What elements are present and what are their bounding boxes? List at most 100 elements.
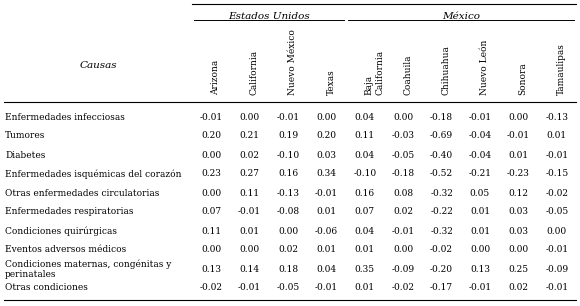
Text: -0.20: -0.20 bbox=[430, 264, 453, 274]
Text: Nuevo México: Nuevo México bbox=[288, 29, 297, 95]
Text: 0.00: 0.00 bbox=[508, 113, 528, 121]
Text: Tamaulipas: Tamaulipas bbox=[557, 43, 566, 95]
Text: -0.10: -0.10 bbox=[353, 170, 376, 178]
Text: 0.01: 0.01 bbox=[355, 245, 375, 255]
Text: -0.21: -0.21 bbox=[469, 170, 491, 178]
Text: 0.34: 0.34 bbox=[317, 170, 336, 178]
Text: 0.00: 0.00 bbox=[316, 113, 336, 121]
Text: 0.00: 0.00 bbox=[240, 245, 260, 255]
Text: -0.17: -0.17 bbox=[430, 283, 453, 293]
Text: 0.01: 0.01 bbox=[547, 132, 567, 140]
Text: Chihuahua: Chihuahua bbox=[441, 45, 451, 95]
Text: -0.01: -0.01 bbox=[507, 132, 530, 140]
Text: -0.40: -0.40 bbox=[430, 151, 453, 159]
Text: 0.13: 0.13 bbox=[201, 264, 221, 274]
Text: -0.05: -0.05 bbox=[545, 207, 568, 217]
Text: 0.11: 0.11 bbox=[201, 226, 221, 236]
Text: 0.23: 0.23 bbox=[201, 170, 221, 178]
Text: 0.00: 0.00 bbox=[240, 113, 260, 121]
Text: -0.02: -0.02 bbox=[545, 188, 568, 197]
Text: -0.18: -0.18 bbox=[392, 170, 415, 178]
Text: 0.00: 0.00 bbox=[201, 245, 221, 255]
Text: -0.18: -0.18 bbox=[430, 113, 453, 121]
Text: 0.03: 0.03 bbox=[509, 207, 528, 217]
Text: 0.19: 0.19 bbox=[278, 132, 298, 140]
Text: -0.06: -0.06 bbox=[315, 226, 338, 236]
Text: Otras condiciones: Otras condiciones bbox=[5, 283, 88, 293]
Text: -0.01: -0.01 bbox=[469, 283, 492, 293]
Text: 0.02: 0.02 bbox=[240, 151, 260, 159]
Text: 0.04: 0.04 bbox=[355, 113, 375, 121]
Text: 0.03: 0.03 bbox=[509, 226, 528, 236]
Text: Otras enfermedades circulatorias: Otras enfermedades circulatorias bbox=[5, 188, 160, 197]
Text: -0.01: -0.01 bbox=[392, 226, 415, 236]
Text: Texas: Texas bbox=[327, 69, 335, 95]
Text: 0.07: 0.07 bbox=[201, 207, 221, 217]
Text: -0.01: -0.01 bbox=[545, 151, 568, 159]
Text: -0.03: -0.03 bbox=[392, 132, 415, 140]
Text: 0.04: 0.04 bbox=[355, 226, 375, 236]
Text: -0.02: -0.02 bbox=[392, 283, 415, 293]
Text: -0.32: -0.32 bbox=[430, 226, 453, 236]
Text: -0.22: -0.22 bbox=[430, 207, 453, 217]
Text: 0.01: 0.01 bbox=[316, 207, 336, 217]
Text: Condiciones maternas, congénitas y
perinatales: Condiciones maternas, congénitas y perin… bbox=[5, 259, 171, 279]
Text: 0.01: 0.01 bbox=[240, 226, 260, 236]
Text: 0.12: 0.12 bbox=[509, 188, 528, 197]
Text: 0.00: 0.00 bbox=[201, 151, 221, 159]
Text: 0.04: 0.04 bbox=[355, 151, 375, 159]
Text: 0.20: 0.20 bbox=[201, 132, 221, 140]
Text: -0.01: -0.01 bbox=[238, 283, 261, 293]
Text: -0.05: -0.05 bbox=[277, 283, 300, 293]
Text: 0.16: 0.16 bbox=[355, 188, 375, 197]
Text: -0.02: -0.02 bbox=[430, 245, 453, 255]
Text: 0.00: 0.00 bbox=[278, 226, 298, 236]
Text: Sonora: Sonora bbox=[519, 62, 527, 95]
Text: -0.15: -0.15 bbox=[545, 170, 568, 178]
Text: México: México bbox=[442, 12, 480, 21]
Text: 0.05: 0.05 bbox=[470, 188, 490, 197]
Text: 0.00: 0.00 bbox=[201, 188, 221, 197]
Text: Eventos adversos médicos: Eventos adversos médicos bbox=[5, 245, 126, 255]
Text: Causas: Causas bbox=[79, 62, 117, 70]
Text: -0.02: -0.02 bbox=[200, 283, 223, 293]
Text: -0.01: -0.01 bbox=[200, 113, 223, 121]
Text: 0.01: 0.01 bbox=[355, 283, 375, 293]
Text: -0.04: -0.04 bbox=[469, 151, 492, 159]
Text: Tumores: Tumores bbox=[5, 132, 45, 140]
Text: 0.11: 0.11 bbox=[355, 132, 375, 140]
Text: -0.01: -0.01 bbox=[545, 283, 568, 293]
Text: -0.01: -0.01 bbox=[545, 245, 568, 255]
Text: -0.69: -0.69 bbox=[430, 132, 453, 140]
Text: 0.16: 0.16 bbox=[278, 170, 298, 178]
Text: -0.09: -0.09 bbox=[392, 264, 415, 274]
Text: Condiciones quirúrgicas: Condiciones quirúrgicas bbox=[5, 226, 117, 236]
Text: 0.35: 0.35 bbox=[355, 264, 375, 274]
Text: 0.07: 0.07 bbox=[355, 207, 375, 217]
Text: -0.01: -0.01 bbox=[469, 113, 492, 121]
Text: 0.08: 0.08 bbox=[393, 188, 414, 197]
Text: -0.23: -0.23 bbox=[507, 170, 530, 178]
Text: Estados Unidos: Estados Unidos bbox=[228, 12, 310, 21]
Text: -0.10: -0.10 bbox=[277, 151, 299, 159]
Text: 0.02: 0.02 bbox=[278, 245, 298, 255]
Text: -0.13: -0.13 bbox=[545, 113, 568, 121]
Text: Arizona: Arizona bbox=[211, 60, 220, 95]
Text: 0.02: 0.02 bbox=[393, 207, 413, 217]
Text: -0.01: -0.01 bbox=[238, 207, 261, 217]
Text: 0.25: 0.25 bbox=[508, 264, 528, 274]
Text: California: California bbox=[249, 50, 259, 95]
Text: -0.52: -0.52 bbox=[430, 170, 453, 178]
Text: Enfermedades respiratorias: Enfermedades respiratorias bbox=[5, 207, 133, 217]
Text: 0.18: 0.18 bbox=[278, 264, 298, 274]
Text: -0.01: -0.01 bbox=[315, 188, 338, 197]
Text: 0.00: 0.00 bbox=[547, 226, 567, 236]
Text: Coahuila: Coahuila bbox=[403, 54, 412, 95]
Text: 0.11: 0.11 bbox=[240, 188, 260, 197]
Text: 0.01: 0.01 bbox=[316, 245, 336, 255]
Text: -0.04: -0.04 bbox=[469, 132, 492, 140]
Text: 0.00: 0.00 bbox=[393, 245, 414, 255]
Text: Nuevo León: Nuevo León bbox=[480, 39, 489, 95]
Text: 0.27: 0.27 bbox=[240, 170, 260, 178]
Text: 0.13: 0.13 bbox=[470, 264, 490, 274]
